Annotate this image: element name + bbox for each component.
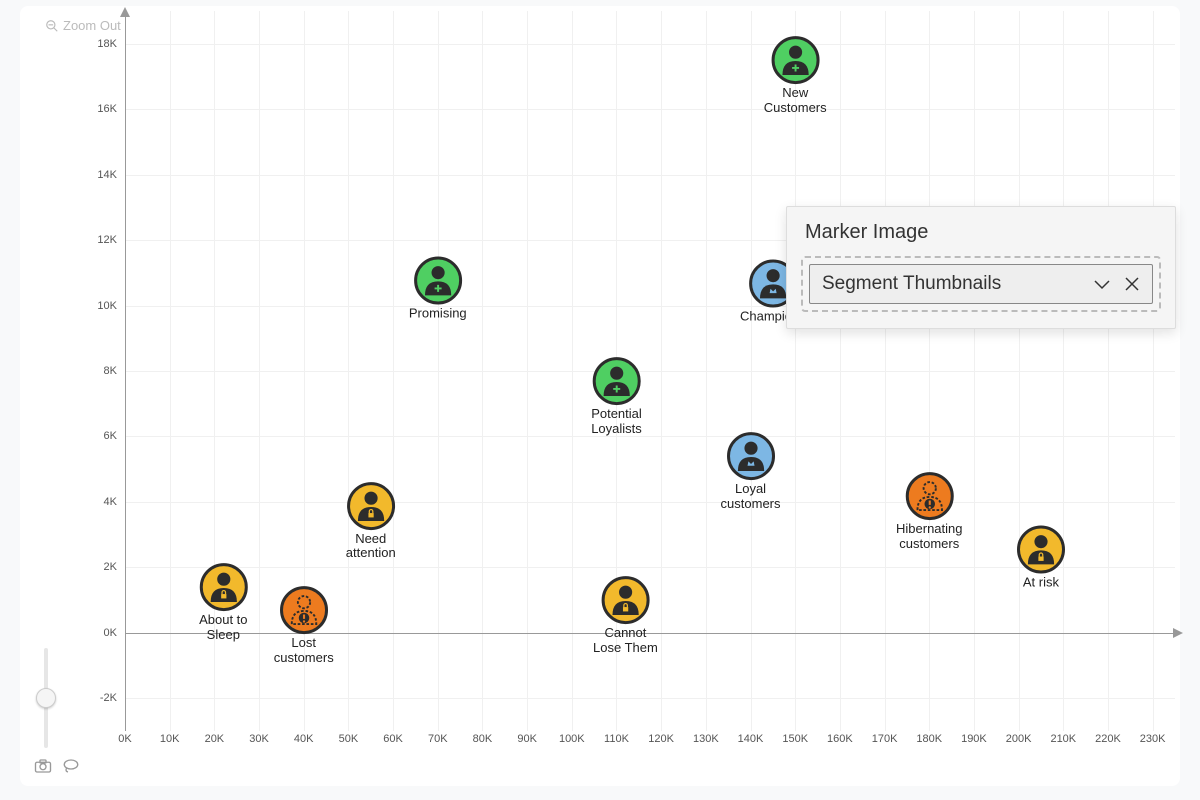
person-lock-icon — [601, 577, 649, 625]
zoom-out-label: Zoom Out — [63, 18, 121, 33]
grid-line — [125, 44, 1175, 45]
segment-marker[interactable]: About to Sleep — [199, 563, 247, 643]
y-tick-label: 12K — [77, 234, 117, 246]
marker-label: Need attention — [346, 532, 396, 562]
x-tick-label: 110K — [604, 733, 629, 745]
panel-title: Marker Image — [801, 221, 1161, 244]
chevron-down-icon — [1092, 277, 1112, 291]
camera-icon[interactable] — [34, 758, 52, 774]
y-tick-label: 6K — [77, 430, 117, 442]
panel-select-focus-ring: Segment Thumbnails — [801, 256, 1161, 312]
person-plus-icon — [592, 357, 640, 405]
x-tick-label: 120K — [648, 733, 674, 745]
y-tick-label: 2K — [77, 561, 117, 573]
x-tick-label: 190K — [961, 733, 987, 745]
clear-icon[interactable] — [1124, 276, 1140, 292]
segment-marker[interactable]: Need attention — [346, 482, 396, 562]
x-tick-label: 210K — [1050, 733, 1076, 745]
x-tick-label: 50K — [339, 733, 359, 745]
segment-marker[interactable]: Hibernating customers — [896, 472, 963, 552]
y-axis — [125, 11, 126, 731]
person-alert-icon — [280, 586, 328, 634]
x-tick-label: 170K — [872, 733, 898, 745]
x-tick-label: 70K — [428, 733, 448, 745]
x-tick-label: 60K — [383, 733, 403, 745]
y-tick-label: 16K — [77, 103, 117, 115]
x-tick-label: 80K — [473, 733, 493, 745]
y-tick-label: 8K — [77, 365, 117, 377]
y-axis-arrow — [120, 7, 130, 17]
marker-label: Promising — [409, 307, 467, 322]
y-tick-label: -2K — [77, 692, 117, 704]
x-tick-label: 150K — [782, 733, 808, 745]
segment-marker[interactable]: Cannot Lose Them — [593, 577, 658, 657]
marker-label: New Customers — [764, 87, 827, 117]
segment-marker[interactable]: Loyal customers — [721, 433, 781, 513]
segment-marker[interactable]: Lost customers — [274, 586, 334, 666]
segment-marker[interactable]: Potential Loyalists — [591, 357, 642, 437]
y-tick-label: 0K — [77, 627, 117, 639]
person-plus-icon — [771, 37, 819, 85]
x-tick-label: 40K — [294, 733, 314, 745]
segment-marker[interactable]: Promising — [409, 257, 467, 322]
x-tick-label: 180K — [916, 733, 942, 745]
zoom-slider[interactable] — [44, 648, 48, 748]
x-tick-label: 30K — [249, 733, 269, 745]
chart-container: Zoom Out 0K10K20K30K40K50K60K70K80K90K10… — [20, 6, 1180, 786]
x-tick-label: 90K — [517, 733, 537, 745]
marker-image-panel: Marker Image Segment Thumbnails — [786, 206, 1176, 329]
x-tick-label: 130K — [693, 733, 719, 745]
grid-line — [125, 502, 1175, 503]
x-tick-label: 230K — [1140, 733, 1166, 745]
segment-marker[interactable]: New Customers — [764, 37, 827, 117]
grid-line — [125, 698, 1175, 699]
grid-line — [125, 436, 1175, 437]
person-plus-icon — [414, 257, 462, 305]
grid-line — [125, 175, 1175, 176]
person-lock-icon — [1017, 525, 1065, 573]
marker-label: Lost customers — [274, 636, 334, 666]
lasso-icon[interactable] — [62, 758, 80, 774]
marker-label: Cannot Lose Them — [593, 627, 658, 657]
marker-label: Loyal customers — [721, 483, 781, 513]
marker-label: Hibernating customers — [896, 522, 963, 552]
marker-label: Potential Loyalists — [591, 407, 642, 437]
x-tick-label: 0K — [118, 733, 131, 745]
person-lock-icon — [199, 563, 247, 611]
marker-label: About to Sleep — [199, 613, 247, 643]
x-axis-arrow — [1173, 628, 1183, 638]
y-tick-label: 4K — [77, 496, 117, 508]
segment-marker[interactable]: At risk — [1017, 525, 1065, 590]
x-tick-label: 10K — [160, 733, 180, 745]
select-value: Segment Thumbnails — [822, 273, 1001, 295]
marker-image-select[interactable]: Segment Thumbnails — [809, 264, 1153, 304]
zoom-out-icon — [45, 19, 59, 33]
y-tick-label: 18K — [77, 38, 117, 50]
zoom-slider-thumb[interactable] — [36, 688, 56, 708]
bottom-toolbar — [34, 758, 80, 774]
x-tick-label: 20K — [205, 733, 225, 745]
zoom-out-button[interactable]: Zoom Out — [45, 18, 121, 33]
x-tick-label: 220K — [1095, 733, 1121, 745]
plot-area[interactable]: 0K10K20K30K40K50K60K70K80K90K100K110K120… — [125, 11, 1175, 731]
grid-line — [125, 371, 1175, 372]
y-tick-label: 10K — [77, 300, 117, 312]
x-tick-label: 140K — [738, 733, 764, 745]
y-tick-label: 14K — [77, 169, 117, 181]
person-lock-icon — [347, 482, 395, 530]
grid-line — [125, 109, 1175, 110]
marker-label: At risk — [1017, 575, 1065, 590]
person-alert-icon — [905, 472, 953, 520]
x-tick-label: 160K — [827, 733, 853, 745]
person-crown-icon — [727, 433, 775, 481]
x-tick-label: 100K — [559, 733, 585, 745]
x-tick-label: 200K — [1006, 733, 1032, 745]
